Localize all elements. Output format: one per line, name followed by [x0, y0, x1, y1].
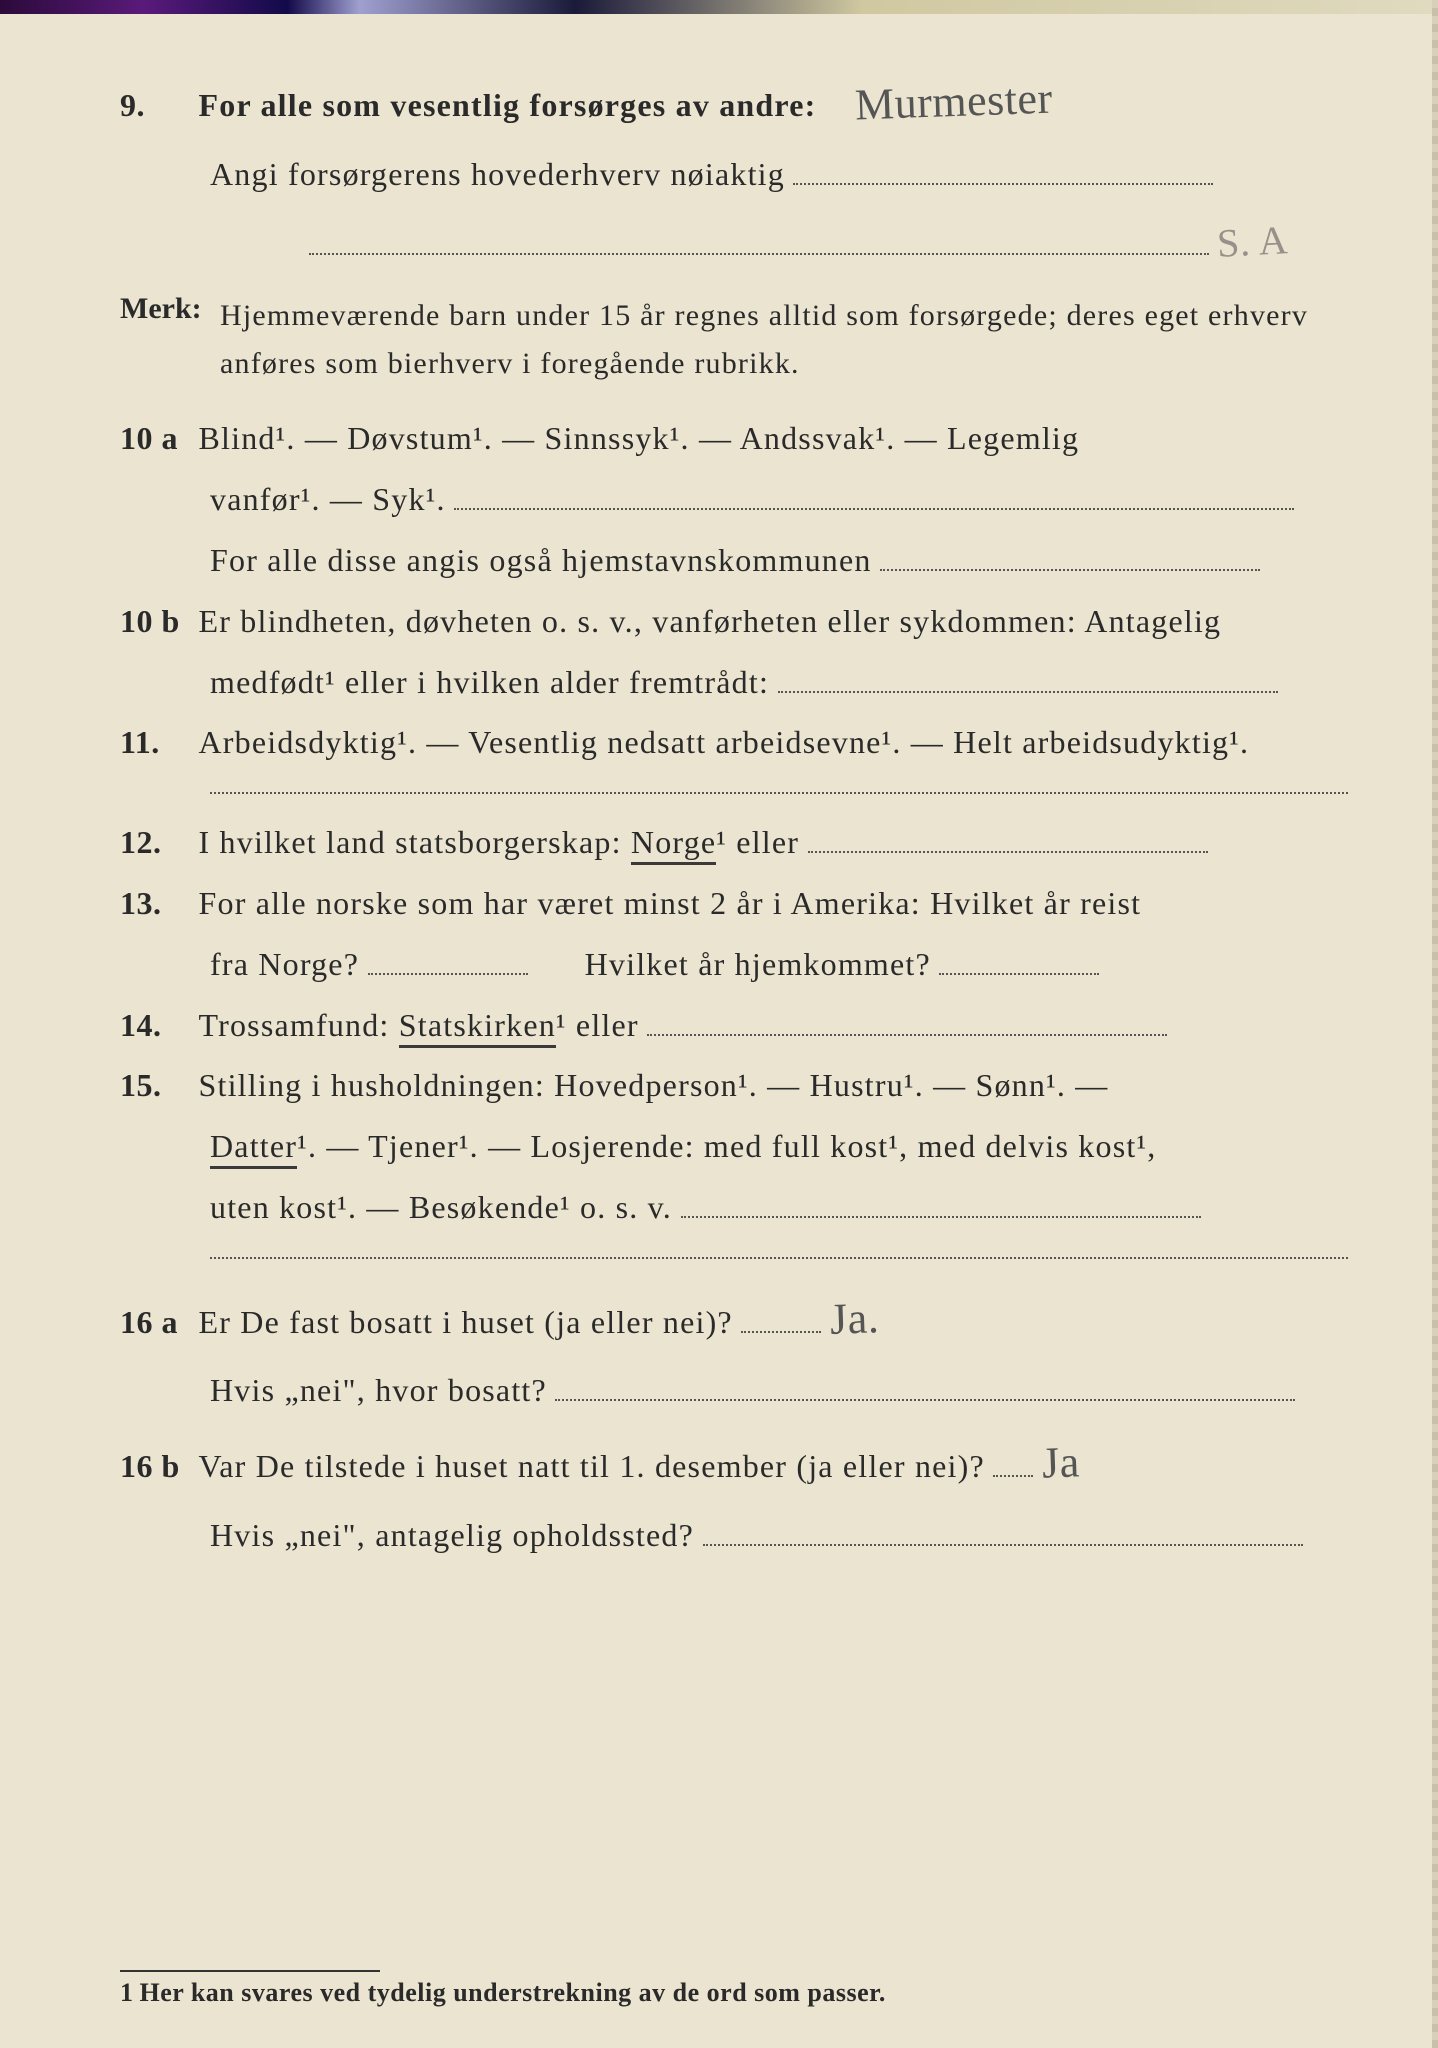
q15-row2: Datter¹. — Tjener¹. — Losjerende: med fu…	[210, 1116, 1348, 1177]
q10a-number: 10 a	[120, 408, 190, 469]
q15-dotted-2	[210, 1256, 1348, 1259]
q13-dotted-1	[368, 944, 528, 975]
q10a-dotted-2	[880, 540, 1260, 571]
q16b-number: 16 b	[120, 1436, 190, 1497]
q16b-row1: 16 b Var De tilstede i huset natt til 1.…	[120, 1421, 1348, 1505]
q13-text2a: fra Norge?	[210, 946, 359, 982]
q16b-handwriting: Ja	[1040, 1421, 1081, 1506]
q15-line1: Stilling i husholdningen: Hovedperson¹. …	[199, 1067, 1109, 1103]
q12-row: 12. I hvilket land statsborgerskap: Norg…	[120, 812, 1348, 873]
q10a-row2: vanfør¹. — Syk¹.	[210, 469, 1348, 530]
q12-dotted	[808, 822, 1208, 853]
q9-sub-text: Angi forsørgerens hovederhverv nøiaktig	[210, 156, 785, 192]
q16a-handwriting: Ja.	[828, 1276, 880, 1361]
q10a-row1: 10 a Blind¹. — Døvstum¹. — Sinnssyk¹. — …	[120, 408, 1348, 469]
q10a-dotted-1	[454, 479, 1294, 510]
q16a-q1: Er De fast bosatt i huset (ja eller nei)…	[199, 1304, 733, 1340]
q14-row: 14. Trossamfund: Statskirken¹ eller	[120, 995, 1348, 1056]
q11-row: 11. Arbeidsdyktig¹. — Vesentlig nedsatt …	[120, 712, 1348, 773]
q14-dotted	[647, 1005, 1167, 1036]
q16b-dotted-1	[993, 1446, 1033, 1477]
q9-dotted-2	[309, 225, 1209, 256]
q9-dotted-1	[793, 154, 1213, 185]
q15-underlined: Datter	[210, 1128, 297, 1169]
q10a-row3: For alle disse angis også hjemstavnskomm…	[210, 530, 1348, 591]
q13-text2b: Hvilket år hjemkommet?	[585, 946, 931, 982]
q13-row1: 13. For alle norske som har været minst …	[120, 873, 1348, 934]
q16a-dotted-2	[555, 1371, 1295, 1402]
q14-post: ¹ eller	[556, 1007, 639, 1043]
q16a-q2: Hvis „nei", hvor bosatt?	[210, 1372, 547, 1408]
q12-underlined: Norge	[631, 824, 716, 865]
q16a-row1: 16 a Er De fast bosatt i huset (ja eller…	[120, 1277, 1348, 1361]
q10b-dotted	[778, 662, 1278, 693]
q11-dotted	[210, 791, 1348, 794]
document-page: 9. For alle som vesentlig forsørges av a…	[0, 0, 1438, 1606]
merk-label: Merk:	[120, 292, 220, 388]
q9-subline: Angi forsørgerens hovederhverv nøiaktig	[210, 144, 1348, 205]
footnote-num: 1	[120, 1978, 133, 2007]
q13-text1: For alle norske som har været minst 2 år…	[199, 885, 1142, 921]
q15-line3: uten kost¹. — Besøkende¹ o. s. v.	[210, 1189, 672, 1225]
q10b-row2: medfødt¹ eller i hvilken alder fremtrådt…	[210, 652, 1348, 713]
q12-post: ¹ eller	[716, 824, 799, 860]
q10b-text2: medfødt¹ eller i hvilken alder fremtrådt…	[210, 664, 769, 700]
q15-number: 15.	[120, 1055, 190, 1116]
q12-number: 12.	[120, 812, 190, 873]
q14-pre: Trossamfund:	[199, 1007, 399, 1043]
q16b-q2: Hvis „nei", antagelig opholdssted?	[210, 1517, 694, 1553]
q16a-dotted-1	[741, 1302, 821, 1333]
q9-handwriting-1: Murmester	[854, 57, 1054, 147]
q14-underlined: Statskirken	[399, 1007, 556, 1048]
q10a-line2: For alle disse angis også hjemstavnskomm…	[210, 542, 872, 578]
q12-pre: I hvilket land statsborgerskap:	[199, 824, 631, 860]
merk-note: Merk: Hjemmeværende barn under 15 år reg…	[120, 292, 1348, 388]
q15-row1: 15. Stilling i husholdningen: Hovedperso…	[120, 1055, 1348, 1116]
q13-number: 13.	[120, 873, 190, 934]
q9-handwriting-2: S. A	[1215, 203, 1290, 283]
q11-text: Arbeidsdyktig¹. — Vesentlig nedsatt arbe…	[199, 724, 1250, 760]
q10b-row1: 10 b Er blindheten, døvheten o. s. v., v…	[120, 591, 1348, 652]
q10a-options2: vanfør¹. — Syk¹.	[210, 481, 446, 517]
q14-number: 14.	[120, 995, 190, 1056]
q15-row3: uten kost¹. — Besøkende¹ o. s. v.	[210, 1177, 1348, 1238]
q16a-number: 16 a	[120, 1292, 190, 1353]
merk-text: Hjemmeværende barn under 15 år regnes al…	[220, 292, 1348, 388]
q9-number: 9.	[120, 75, 190, 136]
q10b-text1: Er blindheten, døvheten o. s. v., vanfør…	[199, 603, 1222, 639]
q9-title: 9. For alle som vesentlig forsørges av a…	[120, 60, 1348, 144]
footnote-text: Her kan svares ved tydelig understreknin…	[140, 1978, 886, 2007]
q10b-number: 10 b	[120, 591, 190, 652]
q13-row2: fra Norge? Hvilket år hjemkommet?	[210, 934, 1348, 995]
q16b-dotted-2	[703, 1515, 1303, 1546]
q10a-options: Blind¹. — Døvstum¹. — Sinnssyk¹. — Andss…	[199, 420, 1080, 456]
q16a-row2: Hvis „nei", hvor bosatt?	[210, 1360, 1348, 1421]
q15-dotted-1	[681, 1187, 1201, 1218]
q16b-row2: Hvis „nei", antagelig opholdssted?	[210, 1505, 1348, 1566]
q16b-q1: Var De tilstede i huset natt til 1. dese…	[199, 1448, 985, 1484]
q9-hand2-row: S. A	[210, 204, 1348, 280]
q9-title-text: For alle som vesentlig forsørges av andr…	[199, 87, 817, 123]
q11-number: 11.	[120, 712, 190, 773]
footnote: 1 Her kan svares ved tydelig understrekn…	[120, 1970, 886, 2008]
q13-dotted-2	[939, 944, 1099, 975]
footnote-rule	[120, 1970, 380, 1972]
q15-line2: ¹. — Tjener¹. — Losjerende: med full kos…	[297, 1128, 1156, 1164]
